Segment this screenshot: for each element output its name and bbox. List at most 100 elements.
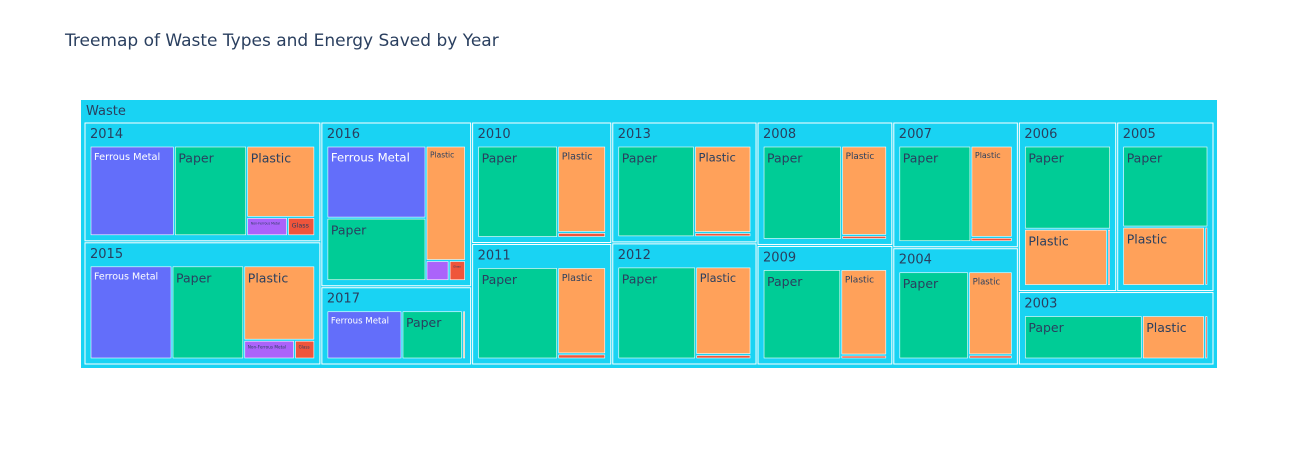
tile-2005-paper[interactable]	[1123, 146, 1208, 227]
tile-label-2015-ferrous-metal: Ferrous Metal	[94, 271, 158, 282]
tile-label-2016-paper: Paper	[331, 223, 367, 238]
tile-2008-paper[interactable]	[763, 146, 841, 239]
tile-2015-plastic[interactable]	[244, 266, 315, 340]
year-group-2006[interactable]: 2006 Paper Plastic	[1018, 122, 1117, 292]
tile-2011-paper[interactable]	[478, 268, 558, 359]
tile-2011-glass[interactable]	[558, 354, 606, 359]
tile-2010-paper[interactable]	[478, 146, 558, 237]
year-group-2016[interactable]: 2016 Ferrous Metal Paper Plastic Glass	[321, 122, 472, 287]
tile-2005-plastic[interactable]	[1123, 227, 1205, 285]
tile-label-2003-paper: Paper	[1028, 320, 1064, 335]
tile-2004-glass[interactable]	[969, 355, 1012, 359]
year-label-2014: 2014	[90, 127, 123, 142]
tile-label-2010-paper: Paper	[482, 151, 518, 166]
tile-2012-paper[interactable]	[618, 267, 696, 359]
tile-2005-glass[interactable]	[1205, 227, 1208, 285]
tile-2010-glass[interactable]	[558, 233, 606, 237]
tile-2017-paper[interactable]	[402, 311, 462, 359]
year-label-2003: 2003	[1024, 297, 1057, 312]
year-label-2012: 2012	[618, 248, 651, 263]
tile-2014-glass[interactable]	[288, 217, 315, 236]
year-group-2014[interactable]: 2014 Ferrous Metal Paper Plastic Non-Ferrous…	[84, 122, 321, 242]
tile-2015-glass[interactable]	[295, 340, 315, 359]
tile-2009-paper[interactable]	[763, 270, 841, 359]
tile-2010-plastic[interactable]	[558, 146, 606, 232]
tile-label-2014-ferrous-metal: Ferrous Metal	[94, 152, 160, 163]
tile-label-2015-glass: Glass	[299, 344, 310, 349]
tile-2008-plastic[interactable]	[842, 146, 887, 235]
tile-label-2011-plastic: Plastic	[562, 273, 593, 284]
tile-2007-glass[interactable]	[971, 238, 1012, 242]
year-group-2004[interactable]: 2004 Paper Plastic	[893, 248, 1018, 365]
year-group-2017[interactable]: 2017 Ferrous Metal Paper	[321, 287, 472, 365]
tile-label-2013-plastic: Plastic	[698, 151, 735, 165]
tile-2016-glass[interactable]	[449, 261, 465, 281]
year-group-2010[interactable]: 2010 Paper Plastic	[472, 122, 612, 243]
year-group-2008[interactable]: 2008 Paper Plastic	[757, 122, 893, 245]
tile-2009-glass[interactable]	[841, 355, 887, 359]
tile-2003-glass[interactable]	[1205, 316, 1208, 359]
tile-2013-glass[interactable]	[695, 233, 751, 237]
tile-label-2007-plastic: Plastic	[975, 151, 1001, 160]
tile-2014-paper[interactable]	[175, 146, 247, 236]
year-label-2006: 2006	[1024, 127, 1057, 142]
year-group-2011[interactable]: 2011 Paper Plastic	[472, 244, 612, 365]
tile-2014-non-ferrous-metal[interactable]	[247, 217, 287, 236]
tile-2013-plastic[interactable]	[695, 146, 751, 232]
tile-2006-paper[interactable]	[1025, 146, 1111, 229]
tile-label-2017-ferrous-metal: Ferrous Metal	[331, 316, 389, 326]
tile-2015-non-ferrous-metal[interactable]	[244, 340, 294, 359]
tile-label-2004-paper: Paper	[903, 276, 939, 291]
tile-2016-ferrous-metal[interactable]	[327, 146, 426, 218]
tile-2016-non-ferrous-metal[interactable]	[426, 261, 449, 281]
tile-2017-plastic[interactable]	[463, 311, 465, 359]
tile-label-2012-paper: Paper	[622, 271, 658, 286]
tile-2011-plastic[interactable]	[558, 268, 606, 354]
tile-label-2015-plastic: Plastic	[248, 270, 289, 285]
tile-2007-plastic[interactable]	[971, 146, 1012, 237]
tile-2007-paper[interactable]	[899, 146, 971, 242]
year-group-2012[interactable]: 2012 Paper Plastic	[612, 243, 757, 365]
year-group-2003[interactable]: 2003 Paper Plastic	[1018, 292, 1214, 365]
tile-2012-plastic[interactable]	[696, 267, 751, 354]
tile-label-2005-paper: Paper	[1127, 151, 1163, 166]
tile-2012-glass[interactable]	[696, 355, 751, 359]
tile-2015-ferrous-metal[interactable]	[90, 266, 172, 359]
tile-2014-ferrous-metal[interactable]	[90, 146, 174, 236]
tile-2013-paper[interactable]	[618, 146, 694, 237]
tile-label-2006-plastic: Plastic	[1028, 234, 1069, 249]
year-label-2016: 2016	[327, 127, 360, 142]
tile-2009-plastic[interactable]	[841, 270, 887, 355]
year-label-2013: 2013	[618, 127, 651, 142]
year-group-2005[interactable]: 2005 Paper Plastic	[1117, 122, 1214, 292]
year-label-2017: 2017	[327, 292, 360, 307]
tile-label-2014-non-ferrous-metal: Non-Ferrous Metal	[251, 222, 280, 226]
tile-2006-plastic[interactable]	[1025, 229, 1107, 285]
year-group-2013[interactable]: 2013 Paper Plastic	[612, 122, 757, 243]
tile-label-2014-paper: Paper	[178, 151, 214, 166]
tile-2004-plastic[interactable]	[969, 272, 1012, 355]
year-label-2011: 2011	[478, 249, 511, 264]
tile-label-2009-plastic: Plastic	[845, 276, 874, 286]
tile-2016-paper[interactable]	[327, 218, 426, 281]
tile-2004-paper[interactable]	[899, 272, 968, 359]
year-label-2009: 2009	[763, 250, 796, 265]
tile-2016-plastic[interactable]	[426, 146, 465, 260]
tile-2003-paper[interactable]	[1025, 316, 1142, 359]
tile-label-2013-paper: Paper	[622, 151, 658, 166]
tile-2014-plastic[interactable]	[247, 146, 315, 217]
tile-2017-ferrous-metal[interactable]	[327, 311, 402, 359]
tile-label-2004-plastic: Plastic	[973, 277, 1001, 287]
year-group-2009[interactable]: 2009 Paper Plastic	[757, 245, 893, 365]
root-label: Waste	[86, 104, 126, 119]
chart-title: Treemap of Waste Types and Energy Saved …	[65, 31, 499, 51]
tile-label-2016-plastic: Plastic	[430, 151, 454, 160]
tile-2003-plastic[interactable]	[1142, 316, 1204, 359]
tile-2008-glass[interactable]	[842, 236, 887, 239]
tile-label-2005-plastic: Plastic	[1127, 232, 1168, 247]
tile-label-2007-paper: Paper	[903, 151, 939, 166]
tile-2015-paper[interactable]	[172, 266, 244, 359]
tile-2006-glass[interactable]	[1107, 229, 1111, 285]
year-group-2007[interactable]: 2007 Paper Plastic	[893, 122, 1018, 248]
year-group-2015[interactable]: 2015 Ferrous Metal Paper Plastic Non-Ferrous…	[84, 242, 321, 365]
